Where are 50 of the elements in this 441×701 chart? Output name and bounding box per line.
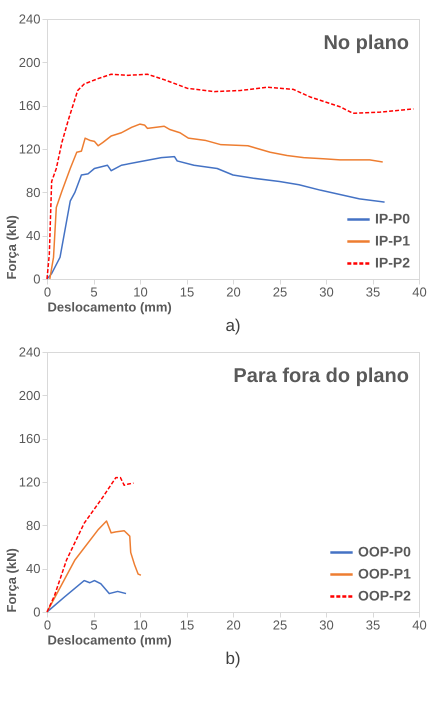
x-tick-label: 30 xyxy=(319,284,334,300)
line-series xyxy=(46,520,142,613)
text: Para fora do plano xyxy=(233,365,409,387)
x-tick-label: 15 xyxy=(180,284,194,300)
text: No plano xyxy=(323,32,409,54)
y-tick-label: 200 xyxy=(18,54,40,70)
text: a) xyxy=(225,316,241,335)
y-tick-label: 40 xyxy=(26,228,40,244)
x-tick-label: 0 xyxy=(44,284,52,300)
legend-label: OOP-P0 xyxy=(358,544,412,560)
x-tick-label: 25 xyxy=(272,618,288,632)
x-tick-label: 20 xyxy=(226,618,241,632)
y-tick-label: 0 xyxy=(33,272,40,286)
y-axis-title: Força (kN) xyxy=(4,215,19,280)
legend-label: IP-P2 xyxy=(375,254,410,270)
x-axis-title: Deslocamento (mm) xyxy=(48,300,172,314)
x-tick-label: 30 xyxy=(319,618,334,632)
line-series xyxy=(46,74,414,280)
y-tick-label: 40 xyxy=(26,561,40,576)
x-tick-label: 20 xyxy=(226,284,241,300)
y-tick-label: 240 xyxy=(18,12,40,26)
legend-label: OOP-P2 xyxy=(358,588,412,604)
y-tick-label: 0 xyxy=(33,604,40,620)
x-tick-label: 15 xyxy=(180,618,194,632)
y-tick-label: 160 xyxy=(18,98,40,114)
x-tick-label: 0 xyxy=(44,618,52,632)
text: b) xyxy=(225,649,241,668)
x-axis-title: Deslocamento (mm) xyxy=(48,632,172,648)
x-tick-label: 5 xyxy=(90,618,98,632)
legend-label: IP-P0 xyxy=(375,210,410,226)
line-series xyxy=(46,580,127,613)
y-tick-label: 80 xyxy=(26,518,40,533)
x-tick-label: 40 xyxy=(412,284,427,300)
x-tick-label: 5 xyxy=(90,284,98,300)
y-axis-title: Força (kN) xyxy=(4,548,19,612)
legend-label: OOP-P1 xyxy=(358,566,412,582)
x-tick-label: 35 xyxy=(366,618,380,632)
x-tick-label: 25 xyxy=(272,284,288,300)
x-tick-label: 10 xyxy=(133,618,148,632)
line-series xyxy=(46,476,134,613)
y-tick-label: 200 xyxy=(18,388,40,403)
y-tick-label: 120 xyxy=(18,142,40,156)
x-tick-label: 40 xyxy=(412,618,427,632)
x-tick-label: 10 xyxy=(133,284,148,300)
y-tick-label: 160 xyxy=(18,431,40,446)
y-tick-label: 120 xyxy=(18,474,40,490)
x-tick-label: 35 xyxy=(366,284,380,300)
legend-label: IP-P1 xyxy=(375,232,410,248)
y-tick-label: 240 xyxy=(18,344,40,360)
y-tick-label: 80 xyxy=(26,184,40,200)
